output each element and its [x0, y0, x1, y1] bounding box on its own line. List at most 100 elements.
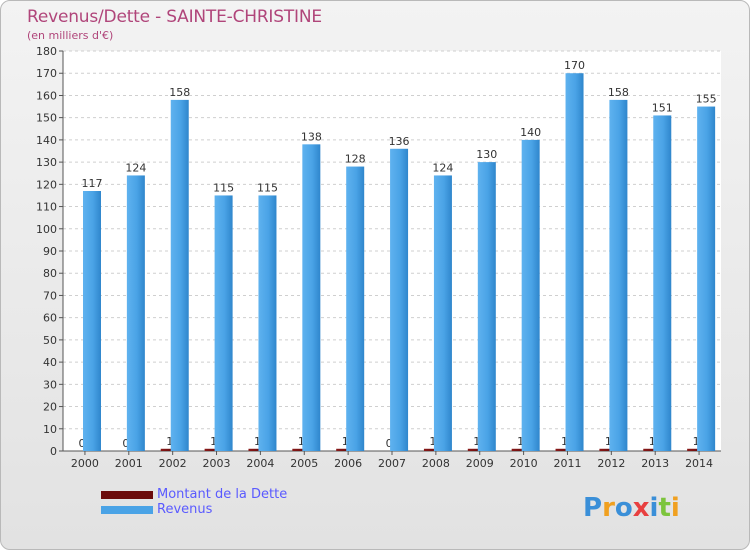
y-tick-label: 80 — [43, 267, 57, 280]
y-tick-label: 140 — [36, 134, 57, 147]
y-tick-label: 40 — [43, 356, 57, 369]
data-label-dette: 1 — [210, 435, 217, 448]
y-tick-label: 30 — [43, 378, 57, 391]
data-label-revenus: 130 — [476, 148, 497, 161]
y-tick-label: 120 — [36, 178, 57, 191]
x-tick-label: 2009 — [466, 457, 494, 470]
x-tick-label: 2000 — [71, 457, 99, 470]
legend-swatch-dette — [101, 491, 153, 499]
data-label-dette: 0 — [122, 437, 129, 450]
bar-dette — [511, 448, 530, 451]
x-tick-label: 2008 — [422, 457, 450, 470]
bar-revenus — [477, 162, 496, 451]
data-label-revenus: 115 — [257, 181, 278, 194]
data-label-revenus: 158 — [169, 86, 190, 99]
bar-dette — [160, 448, 179, 451]
legend-label-revenus: Revenus — [157, 502, 213, 517]
bar-dette — [248, 448, 267, 451]
y-tick-label: 180 — [36, 45, 57, 58]
data-label-dette: 1 — [429, 435, 436, 448]
data-label-dette: 1 — [561, 435, 568, 448]
x-tick-label: 2004 — [246, 457, 274, 470]
svg-text:Proxiti: Proxiti — [583, 493, 680, 523]
data-label-revenus: 117 — [82, 177, 103, 190]
bar-dette — [292, 448, 311, 451]
y-tick-label: 110 — [36, 201, 57, 214]
x-tick-label: 2014 — [685, 457, 713, 470]
y-tick-label: 70 — [43, 289, 57, 302]
x-tick-label: 2011 — [553, 457, 581, 470]
bar-revenus — [697, 106, 716, 452]
bar-revenus — [258, 195, 277, 451]
bar-revenus — [521, 139, 540, 451]
bar-revenus — [170, 99, 189, 451]
data-label-dette: 1 — [649, 435, 656, 448]
bar-revenus — [346, 166, 365, 452]
data-label-dette: 1 — [473, 435, 480, 448]
data-label-dette: 0 — [79, 437, 86, 450]
bar-revenus — [433, 175, 452, 451]
chart-subtitle: (en milliers d'€) — [27, 29, 114, 42]
data-label-revenus: 151 — [652, 101, 673, 114]
data-label-dette: 1 — [166, 435, 173, 448]
data-label-revenus: 115 — [213, 181, 234, 194]
chart-title: Revenus/Dette - SAINTE-CHRISTINE — [27, 7, 322, 27]
bar-revenus — [653, 115, 672, 451]
data-label-dette: 1 — [517, 435, 524, 448]
bar-revenus — [214, 195, 233, 451]
data-label-dette: 1 — [342, 435, 349, 448]
bar-dette — [687, 448, 706, 451]
data-label-revenus: 136 — [389, 135, 410, 148]
x-tick-label: 2012 — [597, 457, 625, 470]
data-label-revenus: 138 — [301, 130, 322, 143]
data-label-dette: 1 — [693, 435, 700, 448]
legend-swatch-revenus — [101, 506, 153, 514]
data-label-dette: 1 — [298, 435, 305, 448]
y-tick-label: 20 — [43, 401, 57, 414]
bar-revenus — [390, 148, 409, 451]
y-tick-label: 10 — [43, 423, 57, 436]
data-label-revenus: 124 — [432, 161, 453, 174]
y-tick-label: 50 — [43, 334, 57, 347]
y-tick-label: 0 — [50, 445, 57, 458]
data-label-dette: 1 — [605, 435, 612, 448]
bar-dette — [643, 448, 662, 451]
x-tick-label: 2002 — [159, 457, 187, 470]
x-tick-label: 2001 — [115, 457, 143, 470]
data-label-revenus: 158 — [608, 86, 629, 99]
bar-dette — [467, 448, 486, 451]
bar-revenus — [83, 191, 101, 451]
y-tick-label: 170 — [36, 67, 57, 80]
y-tick-label: 100 — [36, 223, 57, 236]
y-tick-label: 90 — [43, 245, 57, 258]
bar-dette — [423, 448, 442, 451]
y-tick-label: 150 — [36, 112, 57, 125]
x-tick-label: 2005 — [290, 457, 318, 470]
bar-dette — [336, 448, 355, 451]
x-tick-label: 2013 — [641, 457, 669, 470]
data-label-revenus: 170 — [564, 59, 585, 72]
data-label-revenus: 128 — [345, 153, 366, 166]
bar-revenus — [302, 144, 321, 452]
y-tick-label: 60 — [43, 312, 57, 325]
data-label-revenus: 124 — [125, 161, 146, 174]
x-tick-label: 2007 — [378, 457, 406, 470]
proxiti-logo: Proxiti — [583, 493, 680, 523]
y-tick-label: 130 — [36, 156, 57, 169]
bar-revenus — [126, 175, 145, 451]
data-label-revenus: 140 — [520, 126, 541, 139]
legend-label-dette: Montant de la Dette — [157, 487, 288, 502]
y-tick-label: 160 — [36, 89, 57, 102]
data-label-dette: 1 — [254, 435, 261, 448]
x-tick-label: 2003 — [203, 457, 231, 470]
bar-revenus — [565, 73, 584, 451]
bar-revenus — [609, 99, 628, 451]
data-label-dette: 0 — [386, 437, 393, 450]
x-tick-label: 2006 — [334, 457, 362, 470]
data-label-revenus: 155 — [696, 93, 717, 106]
bar-dette — [599, 448, 618, 451]
bar-dette — [555, 448, 574, 451]
x-tick-label: 2010 — [510, 457, 538, 470]
